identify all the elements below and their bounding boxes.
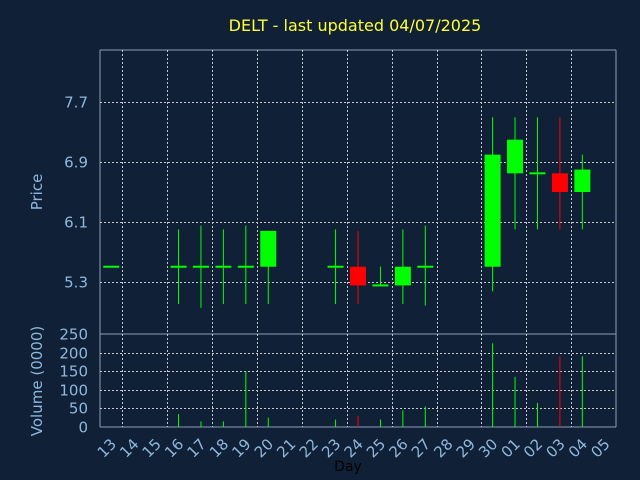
- volume-tick-label: 200: [59, 345, 88, 363]
- volume-tick-label: 250: [59, 326, 88, 344]
- price-tick-label: 7.7: [64, 94, 88, 112]
- candle-body: [260, 230, 277, 267]
- candle-body: [215, 265, 232, 268]
- volume-tick-label: 50: [69, 400, 88, 418]
- candle-body: [394, 266, 411, 286]
- price-tick-label: 6.1: [64, 214, 88, 232]
- price-panel: [99, 49, 617, 335]
- candle-body: [417, 265, 434, 268]
- x-axis-label: Day: [334, 459, 362, 475]
- candle-body: [170, 265, 187, 268]
- volume-tick-label: 100: [59, 382, 88, 400]
- grid-lines: [100, 50, 616, 427]
- price-axis-label: Price: [28, 174, 46, 211]
- candle-body: [350, 266, 366, 286]
- price-tick-label: 5.3: [64, 274, 88, 292]
- candle-body: [574, 169, 591, 192]
- candles: [103, 117, 591, 308]
- candle-body: [484, 154, 501, 267]
- price-tick-label: 6.9: [64, 154, 88, 172]
- candle-body: [103, 265, 120, 268]
- candle-body: [327, 265, 344, 268]
- volume-tick-label: 0: [78, 419, 88, 437]
- candle-body: [507, 139, 524, 174]
- volume-axis-label: Volume (0000): [28, 326, 46, 436]
- candle-body: [237, 265, 254, 268]
- candle-body: [551, 173, 568, 192]
- chart-title: DELT - last updated 04/07/2025: [229, 16, 482, 35]
- candle-body: [372, 284, 389, 287]
- candle-body: [529, 172, 546, 175]
- volume-tick-label: 150: [59, 363, 88, 381]
- volume-bars: [178, 343, 583, 427]
- candle-body: [192, 265, 209, 268]
